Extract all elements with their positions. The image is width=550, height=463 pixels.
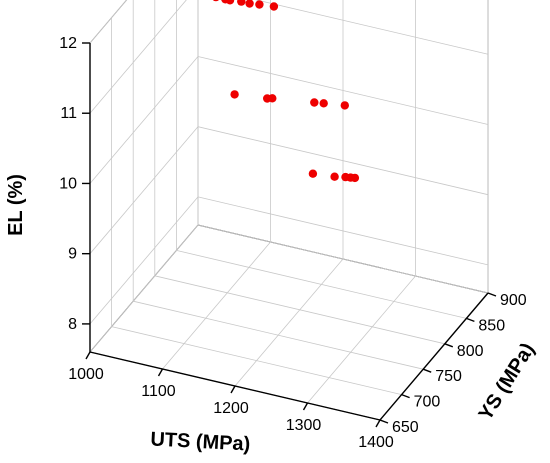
y-tick	[466, 317, 475, 323]
y-tick-label: 900	[500, 292, 527, 309]
data-point	[330, 172, 339, 181]
y-tick-label: 850	[478, 317, 505, 334]
y-tick-label: 650	[392, 419, 419, 436]
y-tick-label: 800	[457, 343, 484, 360]
x-tick-label: 1300	[286, 417, 322, 434]
z-axis-title: EL (%)	[5, 174, 27, 236]
back-gridline-z	[197, 196, 489, 266]
x-tick	[230, 385, 236, 394]
x-axis-title: UTS (MPa)	[150, 428, 251, 455]
axes	[82, 42, 497, 428]
floor-gridline-y	[154, 275, 445, 345]
data-point	[225, 0, 235, 5]
floor-gridline-x	[89, 224, 199, 353]
back-gridline-z	[197, 56, 489, 125]
x-tick	[302, 402, 309, 411]
back-gridline-z	[254, 0, 489, 55]
x-tick-label: 1400	[358, 434, 394, 451]
y-tick	[487, 292, 497, 297]
data-points	[212, 0, 360, 183]
background-grid-panes	[89, 0, 489, 421]
y-axis-title: YS (MPa)	[475, 339, 540, 424]
z-tick-label: 9	[68, 246, 77, 263]
data-point	[212, 0, 219, 2]
data-point	[237, 0, 246, 6]
side-gridline-z	[89, 196, 199, 325]
z-tick-label: 11	[60, 105, 77, 122]
back-gridline-z	[197, 126, 489, 196]
z-tick-label: 8	[68, 316, 77, 333]
side-gridline-z	[89, 0, 187, 114]
data-point	[268, 94, 277, 103]
x-tick	[375, 419, 381, 428]
floor-gridline-x	[307, 275, 416, 404]
y-tick	[401, 393, 410, 399]
x-tick-label: 1000	[68, 366, 104, 383]
floor-gridline-y	[176, 250, 467, 319]
floor-gridline-y	[197, 224, 489, 294]
side-gridline-z	[89, 0, 128, 44]
floor-gridline-x	[234, 258, 344, 387]
data-point	[319, 99, 328, 108]
data-point	[255, 0, 264, 9]
data-point	[245, 0, 254, 8]
y-tick-label: 700	[414, 394, 441, 411]
data-point	[310, 98, 319, 107]
data-point	[350, 173, 360, 183]
floor-gridline-x	[162, 241, 271, 370]
z-tick-label: 12	[59, 35, 77, 52]
data-point	[340, 101, 349, 110]
z-tick-label: 10	[59, 175, 77, 192]
data-point	[308, 169, 318, 178]
x-tick	[85, 351, 91, 360]
left-wall-pane	[89, 0, 199, 354]
data-point	[269, 2, 279, 11]
side-gridline-z	[89, 56, 199, 184]
y-tick	[379, 419, 389, 424]
floor-gridline-y	[111, 326, 402, 395]
y-tick-label: 750	[435, 368, 462, 385]
y-tick	[444, 343, 454, 348]
x-tick-label: 1200	[213, 400, 249, 417]
y-tick	[422, 368, 432, 373]
x-tick-label: 1100	[141, 383, 176, 400]
data-point	[230, 90, 239, 99]
side-gridline-z	[89, 126, 199, 254]
y-axis-line	[379, 292, 489, 421]
floor-gridline-y	[133, 300, 424, 370]
x-tick	[157, 368, 164, 377]
